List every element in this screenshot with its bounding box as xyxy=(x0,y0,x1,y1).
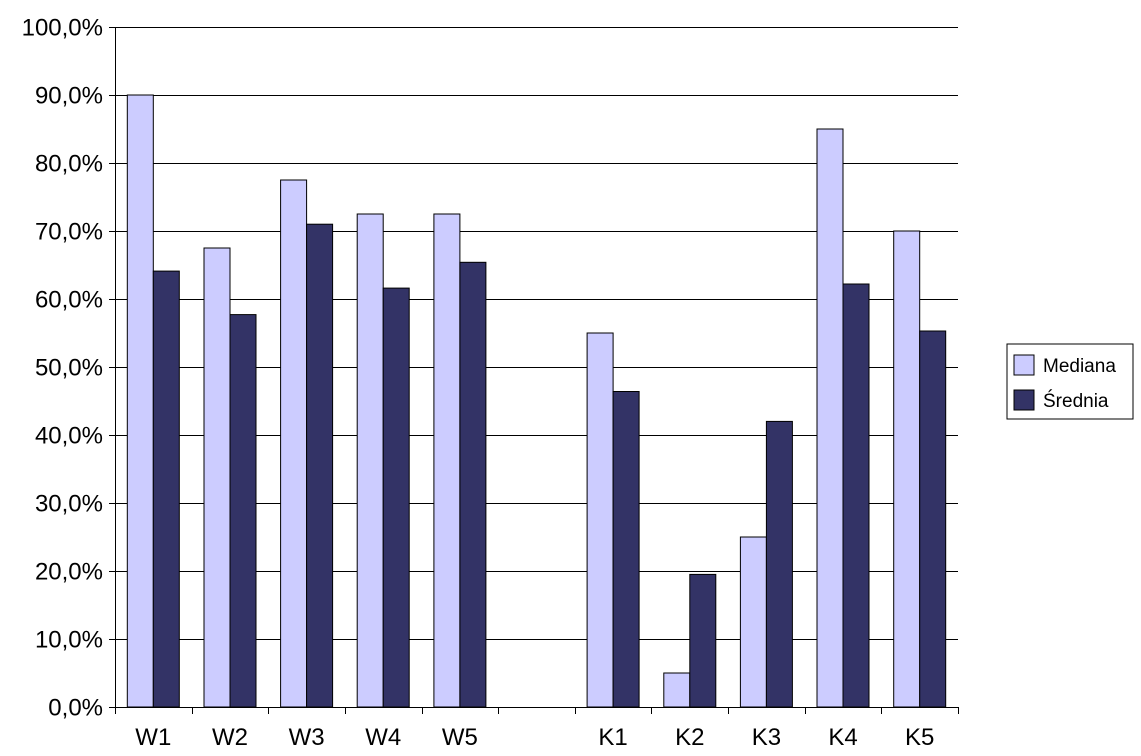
bar-mediana-k2 xyxy=(663,672,691,708)
y-tick-label: 20,0% xyxy=(35,559,103,586)
bar-srednia-k4 xyxy=(842,283,870,708)
bar-srednia-k1 xyxy=(612,391,640,708)
bar-mediana-k1 xyxy=(586,332,614,708)
legend-label-mediana: Mediana xyxy=(1043,356,1116,377)
legend: Mediana Średnia xyxy=(1006,343,1134,420)
y-tick-label: 60,0% xyxy=(35,287,103,314)
bars xyxy=(126,94,947,708)
x-tick-label: K2 xyxy=(675,724,704,751)
x-tick-label: K3 xyxy=(752,724,781,751)
y-tick-label: 10,0% xyxy=(35,627,103,654)
bar-mediana-w3 xyxy=(280,179,308,708)
bar-srednia-k3 xyxy=(765,420,793,708)
legend-label-srednia: Średnia xyxy=(1043,390,1109,412)
y-tick-label: 80,0% xyxy=(35,151,103,178)
x-tick-label: K5 xyxy=(905,724,934,751)
legend-swatch-srednia xyxy=(1013,389,1035,411)
bar-mediana-k4 xyxy=(816,128,844,708)
x-tick-labels: W1 W2 W3 W4 W5 K1 K2 K3 K4 K5 xyxy=(135,724,934,751)
bar-mediana-w5 xyxy=(433,213,461,708)
bar-mediana-k3 xyxy=(739,536,767,708)
x-tick-label: W2 xyxy=(212,724,248,751)
bar-srednia-k2 xyxy=(689,573,717,708)
legend-swatch-mediana xyxy=(1013,354,1035,376)
bar-srednia-w5 xyxy=(459,261,487,708)
bar-srednia-w4 xyxy=(382,287,410,708)
y-tick-label: 70,0% xyxy=(35,219,103,246)
bar-srednia-w1 xyxy=(152,270,180,708)
bar-srednia-k5 xyxy=(919,330,947,708)
y-tick-label: 90,0% xyxy=(35,83,103,110)
y-tick-label: 100,0% xyxy=(22,15,103,42)
x-tick-label: W1 xyxy=(135,724,171,751)
axes xyxy=(109,27,959,714)
y-tick-label: 0,0% xyxy=(48,695,103,722)
bar-srednia-w3 xyxy=(306,223,334,708)
y-tick-label: 40,0% xyxy=(35,423,103,450)
bar-mediana-k5 xyxy=(893,230,921,708)
x-tick-label: K1 xyxy=(598,724,627,751)
y-tick-label: 30,0% xyxy=(35,491,103,518)
x-tick-label: W3 xyxy=(289,724,325,751)
x-tick-label: K4 xyxy=(828,724,857,751)
x-tick-label: W4 xyxy=(365,724,401,751)
bar-srednia-w2 xyxy=(229,314,257,708)
x-tick-label: W5 xyxy=(442,724,478,751)
bar-mediana-w2 xyxy=(203,247,231,708)
bar-mediana-w4 xyxy=(356,213,384,708)
y-tick-label: 50,0% xyxy=(35,355,103,382)
bar-mediana-w1 xyxy=(126,94,154,708)
y-tick-labels: 0,0% 10,0% 20,0% 30,0% 40,0% 50,0% 60,0% 70,0% 8… xyxy=(22,15,103,722)
